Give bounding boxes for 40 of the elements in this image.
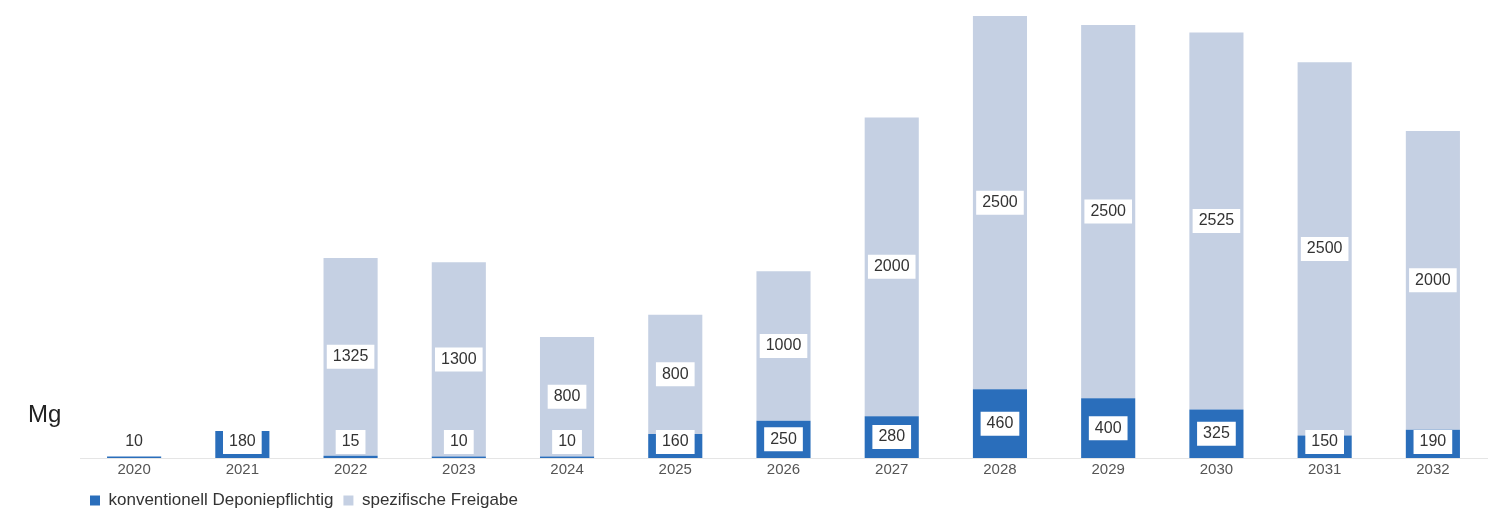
- data-label: 800: [553, 387, 581, 405]
- legend-label: spezifische Freigabe: [361, 490, 518, 510]
- x-tick-label: 2022: [333, 460, 368, 478]
- data-label: 2500: [1090, 202, 1127, 220]
- data-label: 2000: [873, 257, 910, 275]
- data-label: 460: [986, 414, 1014, 432]
- y-axis-title: Mg: [28, 400, 62, 428]
- data-label: 280: [878, 427, 906, 445]
- x-tick-label: 2026: [766, 460, 801, 478]
- data-label: 1300: [441, 349, 477, 367]
- data-label: 325: [1203, 424, 1230, 442]
- x-tick-label: 2029: [1091, 460, 1125, 478]
- x-tick-label: 2021: [225, 460, 260, 478]
- data-label: 2500: [1306, 239, 1343, 257]
- data-label: 2500: [982, 193, 1018, 211]
- data-label: 2000: [1415, 270, 1451, 288]
- data-label: 800: [661, 364, 689, 382]
- x-tick-label: 2020: [117, 460, 151, 478]
- x-tick-label: 2028: [983, 460, 1017, 478]
- data-label: 150: [1311, 432, 1339, 450]
- data-label: 2525: [1198, 211, 1235, 229]
- data-label: 10: [449, 432, 468, 450]
- data-label: 190: [1419, 432, 1447, 450]
- data-label: 180: [228, 432, 256, 450]
- data-label: 1325: [332, 347, 369, 365]
- x-tick-label: 2027: [875, 460, 909, 478]
- x-tick-label: 2024: [550, 460, 584, 478]
- data-label: 15: [341, 432, 360, 450]
- x-tick-label: 2031: [1307, 460, 1342, 478]
- data-label: 10: [558, 432, 577, 450]
- data-label: 250: [770, 429, 797, 447]
- data-label: 400: [1094, 418, 1122, 436]
- x-tick-label: 2025: [658, 460, 692, 478]
- data-label: 10: [125, 432, 144, 450]
- legend-label: konventionell Deponiepflichtig: [108, 490, 334, 510]
- data-label: 1000: [765, 336, 802, 354]
- x-tick-label: 2032: [1416, 460, 1450, 478]
- x-tick-label: 2023: [442, 460, 476, 478]
- x-tick-label: 2030: [1199, 460, 1234, 478]
- data-label: 160: [661, 432, 689, 450]
